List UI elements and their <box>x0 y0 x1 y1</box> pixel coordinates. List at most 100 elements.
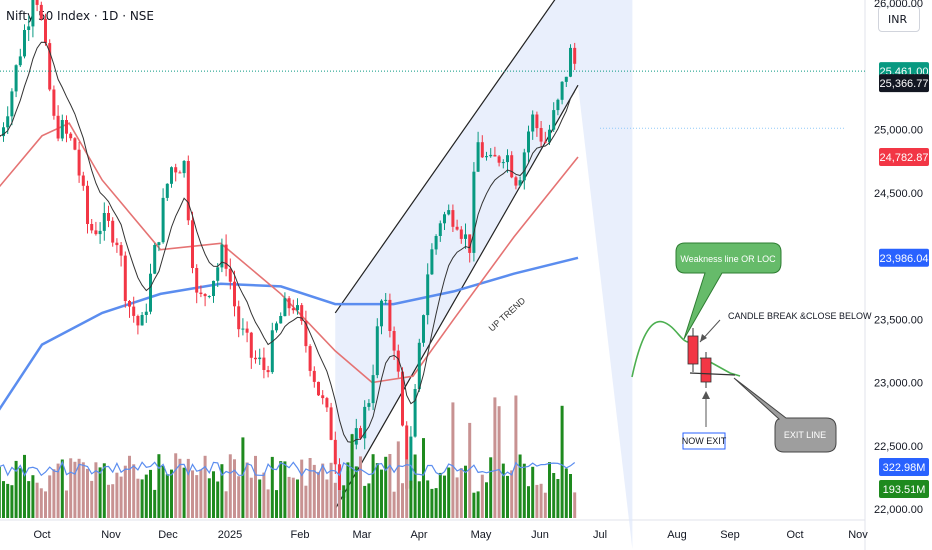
volume-bar <box>254 455 257 518</box>
candle <box>10 91 14 117</box>
candle <box>321 395 325 399</box>
candle <box>132 306 136 316</box>
candle <box>371 375 375 404</box>
volume-bar <box>409 480 413 518</box>
candle <box>539 128 543 142</box>
volume-average-line <box>0 460 576 477</box>
volume-bar <box>48 475 52 518</box>
volume-bar <box>174 453 178 518</box>
candle <box>287 298 291 309</box>
price-tag <box>879 248 929 267</box>
candle <box>86 185 89 224</box>
candle <box>174 167 178 173</box>
volume-bar <box>98 467 102 518</box>
y-tick-label: 25,000.00 <box>874 125 923 137</box>
candle <box>107 213 110 221</box>
x-tick-label: Oct <box>786 529 803 541</box>
volume-bar <box>350 434 354 518</box>
candle <box>422 315 425 343</box>
volume-bar <box>388 454 392 518</box>
volume-group <box>0 395 577 518</box>
volume-bar <box>497 406 501 518</box>
volume-bar <box>161 465 165 518</box>
volume-bar <box>438 472 442 518</box>
candle <box>60 120 64 139</box>
now-exit-box <box>682 432 726 450</box>
volume-bar <box>569 474 572 518</box>
ema-short-line <box>0 41 576 443</box>
candle <box>338 464 341 498</box>
volume-bar <box>224 491 228 518</box>
candle <box>275 323 278 331</box>
volume-bar <box>186 458 190 518</box>
candle <box>56 115 60 139</box>
volume-bar <box>464 465 467 518</box>
volume-bar <box>245 462 249 518</box>
volume-bar <box>455 477 459 518</box>
volume-bar <box>14 460 18 518</box>
volume-bar <box>2 481 5 518</box>
volume-bar <box>367 483 371 518</box>
volume-bar <box>56 463 60 518</box>
volume-bar <box>207 478 211 518</box>
candle <box>522 152 526 181</box>
arrow-head <box>702 391 710 399</box>
volume-bar <box>539 483 543 518</box>
volume-bar <box>18 468 22 518</box>
sketch-curve <box>631 320 691 378</box>
candle <box>165 183 169 198</box>
volume-bar <box>329 462 333 518</box>
y-tick-label: 24,500.00 <box>874 188 923 200</box>
candle <box>216 267 220 281</box>
candle <box>438 223 442 236</box>
volume-bar <box>405 459 409 518</box>
candle <box>270 330 274 373</box>
candle <box>186 161 190 221</box>
candle <box>111 220 115 243</box>
candle <box>430 249 434 275</box>
volume-bar <box>346 462 350 518</box>
candle <box>455 226 459 230</box>
volume-bar <box>291 477 295 518</box>
ema-long-line <box>0 256 579 411</box>
volume-bar <box>476 491 480 518</box>
candle <box>560 81 564 100</box>
volume-bar <box>489 457 493 518</box>
volume-bar <box>472 492 476 518</box>
candle <box>35 0 39 5</box>
volume-bar <box>107 484 110 518</box>
candle <box>485 156 488 158</box>
volume-bar <box>501 463 505 518</box>
currency-button[interactable]: INR <box>878 6 920 32</box>
chart-title: Nifty 50 Index · 1D · NSE <box>6 9 155 23</box>
candle <box>48 43 52 90</box>
volume-bar <box>258 479 262 518</box>
candle <box>123 255 127 301</box>
volume-bar <box>333 482 337 518</box>
candle <box>413 389 417 437</box>
candle <box>65 120 68 134</box>
candle <box>417 342 421 390</box>
volume-bar <box>535 484 539 518</box>
candle <box>312 370 316 382</box>
candle <box>237 306 241 330</box>
volume-bar <box>304 485 308 518</box>
y-tick-label: 23,500.00 <box>874 314 923 326</box>
candle <box>241 328 245 330</box>
volume-bar <box>363 485 367 518</box>
volume-bar <box>522 463 526 518</box>
volume-bar <box>102 463 106 518</box>
candle <box>90 224 94 231</box>
candle <box>426 274 430 316</box>
candles-group <box>0 0 577 507</box>
candle <box>556 99 560 111</box>
volume-bar <box>300 459 304 518</box>
volume-bar <box>308 458 312 518</box>
candle <box>434 236 438 250</box>
volume-bar <box>44 491 47 518</box>
candle <box>468 234 472 253</box>
candle <box>405 425 409 489</box>
exit-line-bubble <box>733 377 837 453</box>
candle <box>552 110 556 130</box>
